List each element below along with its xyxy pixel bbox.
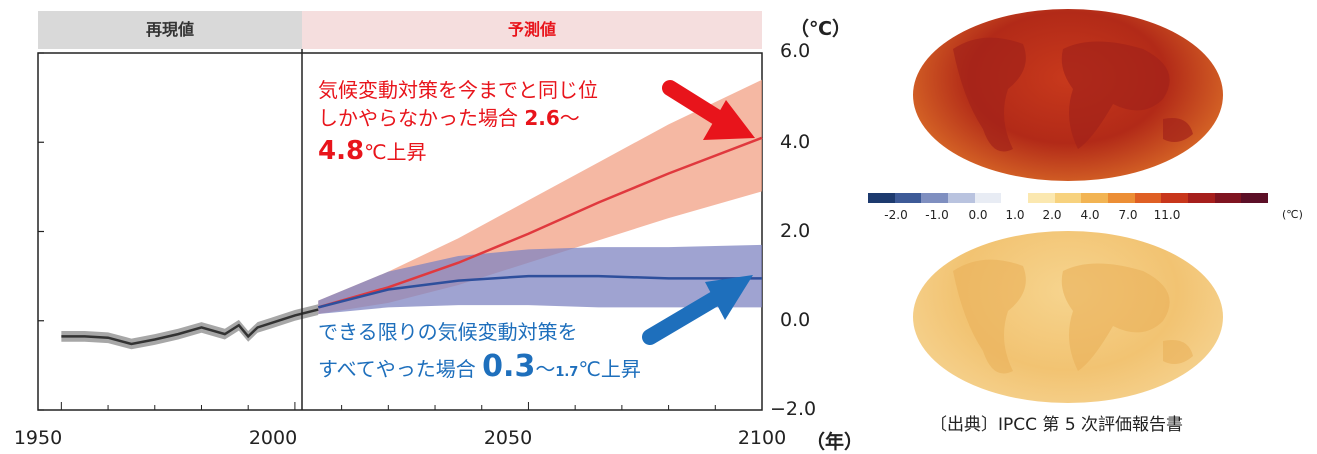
annotation-text: 気候変動対策を今までと同じ位: [318, 78, 598, 102]
colorbar-label: -2.0: [884, 208, 908, 222]
y-axis-unit: （℃）: [790, 18, 852, 40]
colorbar: [868, 193, 1269, 203]
colorbar-swatch: [1188, 193, 1215, 203]
colorbar-swatch: [894, 193, 922, 203]
annotation-value: 0.3: [482, 349, 536, 385]
colorbar-swatch: [1214, 193, 1242, 203]
annotation-value: 4.8: [318, 135, 365, 166]
colorbar-label: 1.0: [1005, 208, 1025, 222]
annotation-text: しかやらなかった場合: [318, 106, 525, 131]
annotation-value: 1.7: [555, 365, 579, 381]
colorbar-swatch: [1134, 193, 1162, 203]
source-citation: 〔出典〕IPCC 第 5 次評価報告書: [930, 415, 1184, 435]
colorbar-swatch: [1161, 193, 1189, 203]
colorbar-swatch: [921, 193, 949, 203]
header-observed: 再現値: [38, 11, 302, 49]
annotation-text: 上昇: [600, 357, 641, 382]
y-tick-label: −2.0: [770, 398, 817, 420]
x-tick-label: 1950: [13, 427, 63, 449]
projected-low-band: [318, 244, 762, 315]
plot-frame: [37, 52, 763, 411]
annotation-text: ～: [535, 357, 556, 382]
colorbar-label: 11.0: [1153, 208, 1181, 222]
projected-high-band: [318, 79, 762, 315]
colorbar-unit: (℃): [1282, 208, 1303, 221]
annotation-high-emission: 気候変動対策を今までと同じ位 しかやらなかった場合 2.6～ 4.8℃上昇: [318, 76, 598, 170]
y-tick-label: 0.0: [780, 309, 811, 331]
annotation-value: 2.6: [524, 106, 560, 131]
annotation-low-emission: できる限りの気候変動対策を すべてやった場合 0.3～1.7℃上昇: [318, 318, 641, 389]
colorbar-swatch: [1241, 193, 1269, 203]
x-tick-label: 2100: [737, 427, 787, 449]
colorbar-swatch: [1054, 193, 1082, 203]
y-tick-label: 2.0: [780, 220, 811, 242]
annotation-text: 上昇: [386, 139, 427, 164]
colorbar-label: -1.0: [925, 208, 949, 222]
annotation-text: ～: [559, 106, 580, 131]
colorbar-swatch: [974, 193, 1002, 203]
x-tick-label: 2000: [248, 427, 298, 449]
annotation-text: できる限りの気候変動対策を: [318, 320, 578, 344]
colorbar-swatch: [1028, 193, 1055, 203]
colorbar-label: 4.0: [1080, 208, 1100, 222]
colorbar-swatch: [948, 193, 975, 203]
projected-low-line: [317, 274, 762, 309]
header-projected: 予測値: [302, 11, 762, 49]
y-tick-label: 4.0: [780, 131, 811, 153]
colorbar-swatch: [1001, 193, 1029, 203]
world-map-high-emission: [913, 9, 1223, 181]
colorbar-swatch: [868, 193, 895, 203]
colorbar-label: 2.0: [1042, 208, 1062, 222]
annotation-text: すべてやった場合: [318, 357, 483, 382]
red-arrow-icon: [662, 80, 755, 140]
colorbar-label: 0.0: [968, 208, 988, 222]
x-tick-label: 2050: [483, 427, 533, 449]
observed-line: [61, 308, 319, 346]
world-map-low-emission: [913, 231, 1223, 403]
colorbar-label: 7.0: [1118, 208, 1138, 222]
colorbar-swatch: [1108, 193, 1135, 203]
projected-high-line: [317, 136, 763, 309]
annotation-text: ℃: [364, 139, 387, 164]
y-tick-label: 6.0: [780, 40, 811, 62]
blue-arrow-icon: [642, 275, 753, 345]
colorbar-swatch: [1081, 193, 1109, 203]
observed-band: [61, 304, 319, 350]
annotation-text: ℃: [578, 357, 601, 382]
x-axis-unit: （年）: [806, 431, 864, 453]
